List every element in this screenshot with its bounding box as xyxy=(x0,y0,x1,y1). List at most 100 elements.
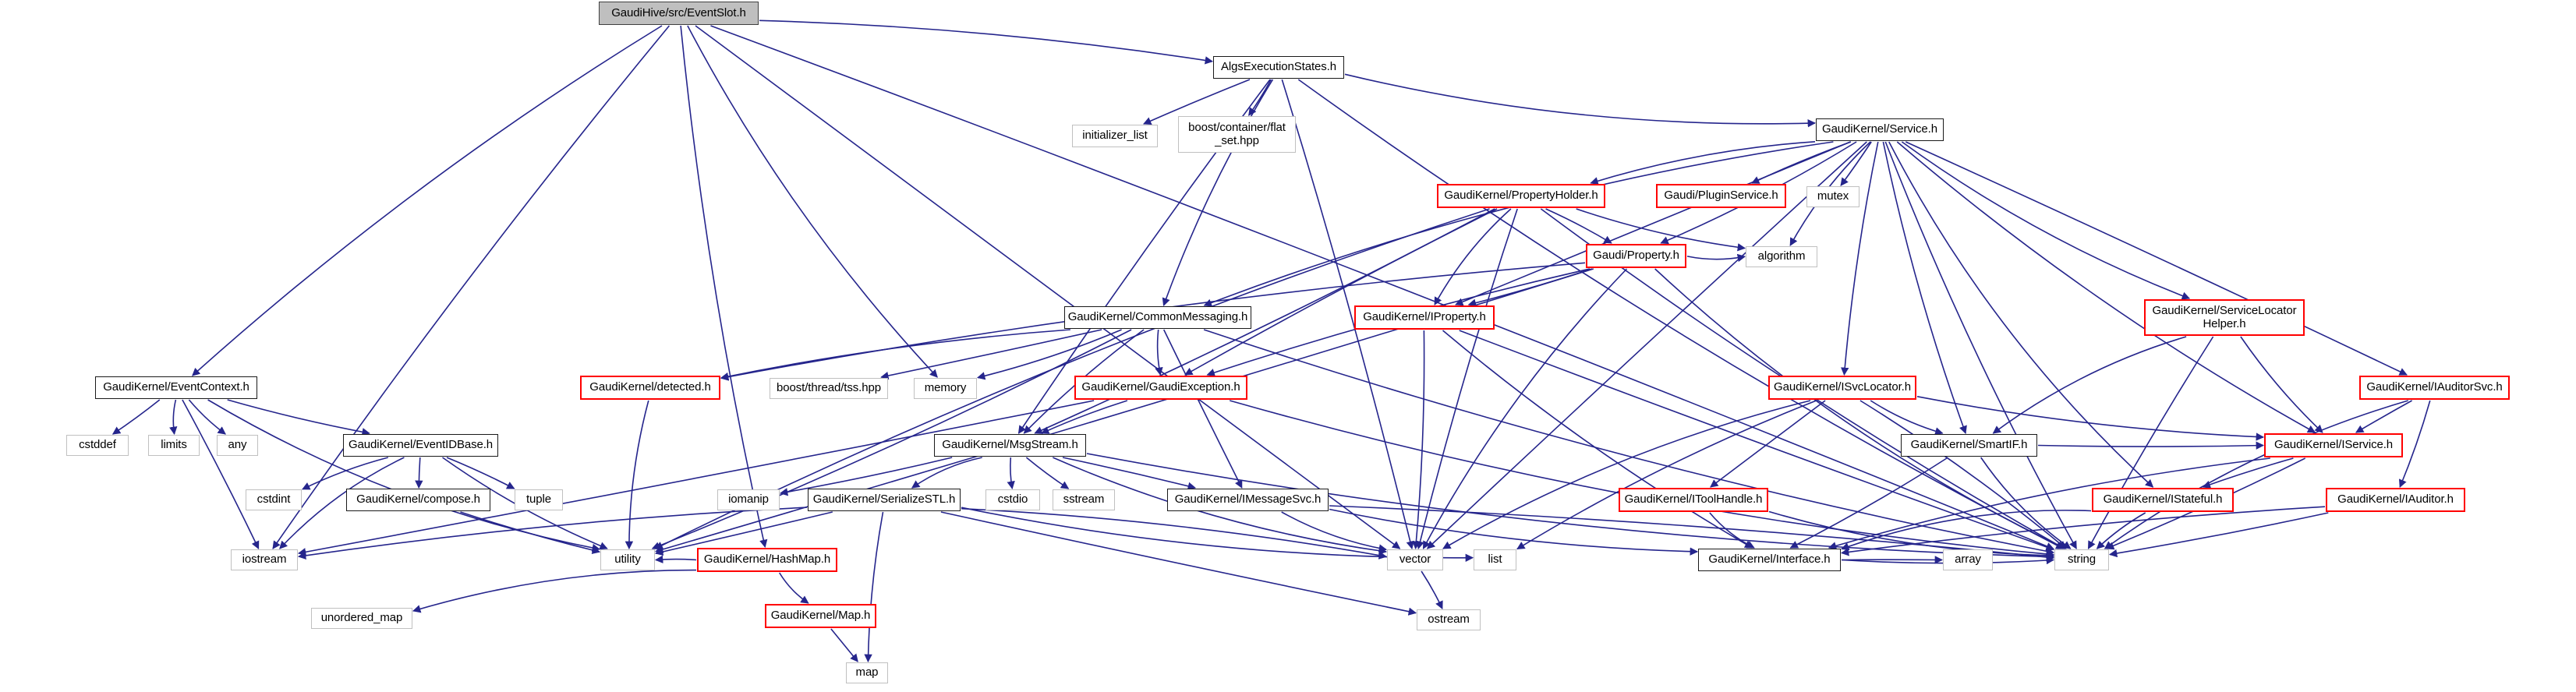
edge-svclochelper-to-string xyxy=(2087,336,2214,549)
graph-node-vector[interactable]: vector xyxy=(1387,549,1443,570)
edge-eventcontext-to-iostream xyxy=(182,399,260,549)
edge-iproperty-to-vector xyxy=(1412,330,1425,550)
graph-node-serializestl[interactable]: GaudiKernel/SerializeSTL.h xyxy=(808,489,961,511)
graph-node-compose[interactable]: GaudiKernel/compose.h xyxy=(346,489,490,511)
graph-node-iomanip[interactable]: iomanip xyxy=(717,489,780,510)
edge-isvclocator-to-string xyxy=(1859,400,2067,549)
graph-node-cstddef[interactable]: cstddef xyxy=(66,435,129,456)
edge-hashmap-to-unordered_map xyxy=(412,569,697,613)
graph-node-list[interactable]: list xyxy=(1474,549,1516,570)
graph-node-tss[interactable]: boost/thread/tss.hpp xyxy=(770,378,888,399)
edge-service-to-iproperty xyxy=(1455,141,1851,306)
edge-propertyholder-to-iproperty xyxy=(1434,208,1512,305)
edge-service-to-string xyxy=(1884,141,2077,549)
graph-node-ostream[interactable]: ostream xyxy=(1417,609,1481,630)
graph-node-array[interactable]: array xyxy=(1943,549,1993,570)
edge-service-to-iservice xyxy=(1896,141,2316,433)
edge-msgstream-to-imessagesvc xyxy=(1062,457,1197,490)
edge-iauditorsvc-to-iauditor xyxy=(2398,400,2431,488)
edge-eventslot-to-string xyxy=(710,25,2054,550)
edge-imessagesvc-to-interface xyxy=(1329,508,1699,556)
graph-node-isvclocator[interactable]: GaudiKernel/ISvcLocator.h xyxy=(1768,376,1916,400)
graph-node-property[interactable]: Gaudi/Property.h xyxy=(1586,244,1686,268)
graph-node-sstream[interactable]: sstream xyxy=(1053,489,1115,510)
graph-node-imessagesvc[interactable]: GaudiKernel/IMessageSvc.h xyxy=(1167,489,1329,511)
edge-eventcontext-to-utility xyxy=(207,399,601,553)
edge-algsexec-to-service xyxy=(1344,73,1817,128)
graph-node-unordered_map[interactable]: unordered_map xyxy=(311,608,412,629)
graph-node-smartif[interactable]: GaudiKernel/SmartIF.h xyxy=(1901,434,2037,457)
graph-node-utility[interactable]: utility xyxy=(600,549,655,570)
graph-node-detected[interactable]: GaudiKernel/detected.h xyxy=(580,376,720,400)
edge-eventidbase-to-cstdint xyxy=(302,457,389,490)
edge-msgstream-to-sstream xyxy=(1025,457,1070,489)
graph-node-algorithm[interactable]: algorithm xyxy=(1746,246,1817,267)
edge-eventidbase-to-tuple xyxy=(446,457,515,489)
graph-node-hashmap[interactable]: GaudiKernel/HashMap.h xyxy=(697,548,837,572)
edge-eventcontext-to-cstddef xyxy=(111,399,161,435)
graph-node-eventcontext[interactable]: GaudiKernel/EventContext.h xyxy=(95,376,257,399)
edge-isvclocator-to-vector xyxy=(1442,400,1811,549)
graph-node-string[interactable]: string xyxy=(2054,549,2109,570)
graph-node-istateful[interactable]: GaudiKernel/IStateful.h xyxy=(2092,488,2234,512)
edge-eventslot-to-eventcontext xyxy=(192,25,663,376)
graph-node-iauditor[interactable]: GaudiKernel/IAuditor.h xyxy=(2326,488,2465,512)
graph-node-map[interactable]: map xyxy=(846,662,888,683)
edge-isvclocator-to-smartif xyxy=(1870,400,1944,436)
graph-node-iauditorsvc[interactable]: GaudiKernel/IAuditorSvc.h xyxy=(2359,376,2510,400)
edge-itoolhandle-to-interface xyxy=(1709,512,1755,549)
edge-hashmap-to-gkmap xyxy=(779,572,809,604)
graph-node-itoolhandle[interactable]: GaudiKernel/IToolHandle.h xyxy=(1619,488,1768,512)
edge-iauditor-to-interface xyxy=(1840,506,2326,556)
edge-service-to-pluginservice xyxy=(1751,141,1852,184)
edge-service-to-isvclocator xyxy=(1841,141,1879,376)
edge-eventslot-to-hashmap xyxy=(680,25,768,549)
graph-node-service[interactable]: GaudiKernel/Service.h xyxy=(1816,118,1944,141)
edge-commonmessaging-to-gaudiexception xyxy=(1155,329,1163,376)
graph-node-pluginservice[interactable]: Gaudi/PluginService.h xyxy=(1656,184,1786,208)
edge-propertyholder-to-algorithm xyxy=(1576,208,1746,252)
graph-node-flatset[interactable]: boost/container/flat _set.hpp xyxy=(1178,116,1296,153)
edge-detected-to-utility xyxy=(625,400,649,550)
edge-eventcontext-to-any xyxy=(188,399,226,435)
edge-commonmessaging-to-memory xyxy=(976,329,1122,380)
graph-node-algsexec[interactable]: AlgsExecutionStates.h xyxy=(1213,56,1344,79)
graph-node-svclochelper[interactable]: GaudiKernel/ServiceLocator Helper.h xyxy=(2144,299,2305,336)
edge-service-to-svclochelper xyxy=(1901,141,2191,300)
graph-node-gaudiexception[interactable]: GaudiKernel/GaudiException.h xyxy=(1074,376,1247,400)
graph-node-interface[interactable]: GaudiKernel/Interface.h xyxy=(1698,549,1841,571)
edge-service-to-propertyholder xyxy=(1590,141,1816,185)
edge-iservice-to-istateful xyxy=(2202,457,2294,489)
graph-node-propertyholder[interactable]: GaudiKernel/PropertyHolder.h xyxy=(1437,184,1605,208)
graph-node-cstdint[interactable]: cstdint xyxy=(246,489,302,510)
graph-node-commonmessaging[interactable]: GaudiKernel/CommonMessaging.h xyxy=(1064,306,1251,329)
edge-commonmessaging-to-tss xyxy=(880,329,1102,380)
edge-property-to-iproperty xyxy=(1467,268,1593,307)
graph-node-msgstream[interactable]: GaudiKernel/MsgStream.h xyxy=(934,434,1086,457)
edge-iproperty-to-interface xyxy=(1442,330,1753,549)
edge-eventidbase-to-compose xyxy=(415,457,423,489)
edge-gkmap-to-map xyxy=(830,628,858,662)
graph-node-memory[interactable]: memory xyxy=(914,378,977,399)
edge-isvclocator-to-iservice xyxy=(1916,396,2265,441)
graph-node-initializer_list[interactable]: initializer_list xyxy=(1072,125,1158,147)
edge-msgstream-to-serializestl xyxy=(911,457,982,489)
graph-node-any[interactable]: any xyxy=(217,435,258,456)
edge-smartif-to-iservice xyxy=(2037,441,2265,450)
graph-node-cstdio[interactable]: cstdio xyxy=(985,489,1040,510)
graph-node-tuple[interactable]: tuple xyxy=(515,489,563,510)
graph-node-mutex[interactable]: mutex xyxy=(1806,186,1859,207)
edge-smartif-to-string xyxy=(1980,457,2072,549)
graph-node-iservice[interactable]: GaudiKernel/IService.h xyxy=(2264,433,2403,457)
graph-node-limits[interactable]: limits xyxy=(148,435,200,456)
edge-istateful-to-string xyxy=(2096,512,2146,549)
edge-property-to-algorithm xyxy=(1686,253,1746,263)
graph-node-iproperty[interactable]: GaudiKernel/IProperty.h xyxy=(1354,305,1495,330)
edge-msgstream-to-cstdio xyxy=(1007,457,1015,490)
graph-node-iostream[interactable]: iostream xyxy=(231,549,298,570)
graph-node-eventidbase[interactable]: GaudiKernel/EventIDBase.h xyxy=(343,434,498,457)
edge-eventcontext-to-limits xyxy=(169,399,178,436)
graph-node-gkmap[interactable]: GaudiKernel/Map.h xyxy=(765,604,876,628)
edge-eventslot-to-iostream xyxy=(272,25,671,549)
